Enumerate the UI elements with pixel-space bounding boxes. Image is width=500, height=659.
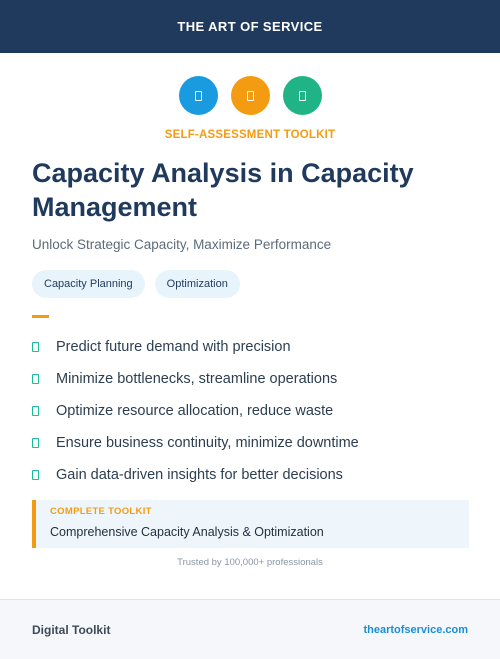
footer-bar: Digital Toolkit theartofservice.com: [0, 599, 500, 659]
callout-label: COMPLETE TOOLKIT: [50, 506, 152, 517]
list-item: Ensure business continuity, minimize dow…: [32, 427, 472, 459]
tag-optimization: Optimization: [154, 270, 240, 298]
tag-list: Capacity Planning Optimization: [32, 270, 240, 298]
icon-row: [0, 76, 500, 115]
website-link[interactable]: theartofservice.com: [363, 623, 468, 636]
feature-list: Predict future demand with precision Min…: [32, 331, 472, 491]
page-subtitle: Unlock Strategic Capacity, Maximize Perf…: [32, 237, 332, 252]
chart-icon: [230, 76, 270, 115]
checkmark-icon: [32, 342, 39, 352]
header-bar: THE ART OF SERVICE: [0, 0, 500, 53]
list-item: Minimize bottlenecks, streamline operati…: [32, 363, 472, 395]
list-item: Predict future demand with precision: [32, 331, 472, 363]
feature-text: Optimize resource allocation, reduce was…: [56, 403, 334, 419]
checkmark-icon: [32, 470, 39, 480]
accent-divider: [32, 315, 49, 318]
toolkit-callout: COMPLETE TOOLKIT Comprehensive Capacity …: [32, 500, 469, 548]
target-icon: [178, 76, 218, 115]
checkmark-icon: [32, 374, 39, 384]
feature-text: Minimize bottlenecks, streamline operati…: [56, 371, 338, 387]
tag-capacity-planning: Capacity Planning: [32, 270, 145, 298]
checkmark-icon: [32, 406, 39, 416]
footer-label: Digital Toolkit: [32, 622, 111, 637]
eyebrow-label: SELF-ASSESSMENT TOOLKIT: [164, 129, 336, 141]
list-item: Optimize resource allocation, reduce was…: [32, 395, 472, 427]
check-icon: [282, 76, 322, 115]
trusted-note: Trusted by 100,000+ professionals: [177, 557, 323, 568]
feature-text: Predict future demand with precision: [56, 339, 291, 355]
feature-text: Ensure business continuity, minimize dow…: [56, 435, 359, 451]
checkmark-icon: [32, 438, 39, 448]
callout-text: Comprehensive Capacity Analysis & Optimi…: [50, 525, 324, 539]
brand-name: THE ART OF SERVICE: [177, 19, 323, 34]
feature-text: Gain data-driven insights for better dec…: [56, 467, 343, 483]
list-item: Gain data-driven insights for better dec…: [32, 459, 472, 491]
page-title: Capacity Analysis in Capacity Management: [32, 158, 414, 222]
